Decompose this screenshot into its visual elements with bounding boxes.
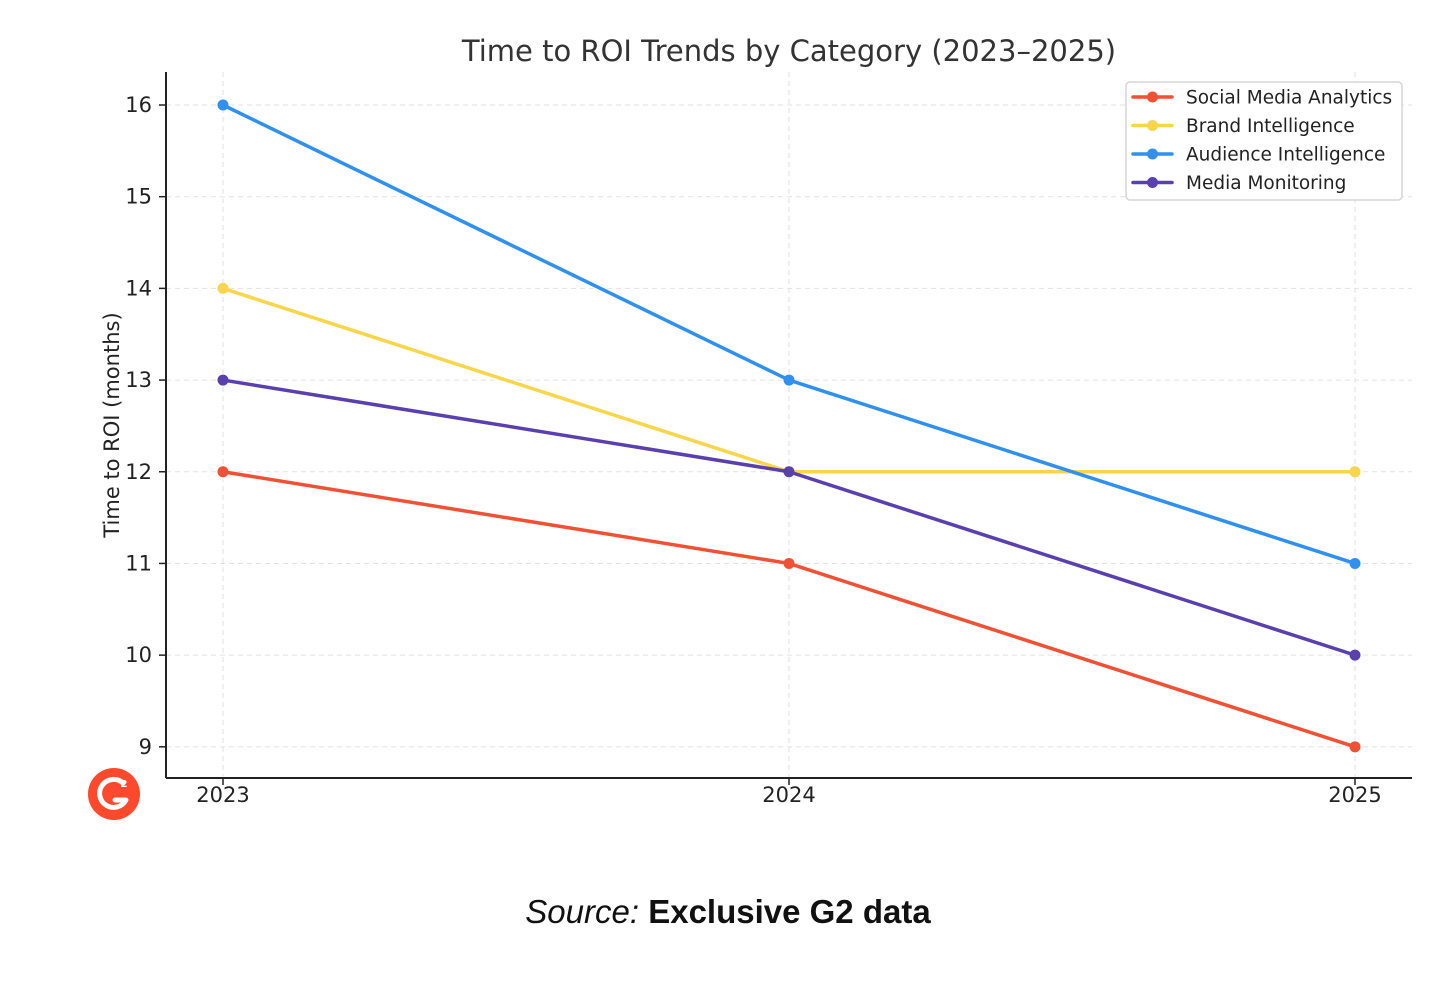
series-layer xyxy=(217,99,1361,753)
legend-swatch-marker xyxy=(1147,148,1158,160)
series-group xyxy=(217,374,1361,661)
y-tick-label: 15 xyxy=(125,185,152,209)
g2-logo-superscript: 2 xyxy=(121,779,128,790)
legend-label: Social Media Analytics xyxy=(1186,88,1392,109)
chart-title: Time to ROI Trends by Category (2023–202… xyxy=(461,34,1116,68)
y-tick-label: 11 xyxy=(125,551,152,575)
g2-logo: G2 2 xyxy=(88,768,140,820)
legend-box xyxy=(1125,81,1403,201)
data-point xyxy=(783,374,795,386)
g2-logo-g-mark xyxy=(97,776,129,810)
legend-entry: Audience Intelligence xyxy=(1131,145,1385,166)
data-point xyxy=(217,282,229,294)
data-point xyxy=(1349,557,1361,569)
data-point xyxy=(783,466,795,478)
legend-swatch-marker xyxy=(1147,120,1158,131)
series-group xyxy=(217,99,1361,569)
data-point xyxy=(217,374,229,386)
y-tick-label: 10 xyxy=(125,643,152,667)
y-axis-label: Time to ROI (months) xyxy=(100,312,124,538)
y-tick-label: 16 xyxy=(125,93,152,117)
legend-label: Media Monitoring xyxy=(1186,173,1346,194)
data-point xyxy=(783,557,795,569)
data-point xyxy=(1349,741,1361,753)
g2-logo-icon xyxy=(88,768,140,820)
line-chart: Time to ROI Trends by Category (2023–202… xyxy=(88,34,1412,820)
legend-swatch-marker xyxy=(1147,177,1158,188)
y-tick-label: 12 xyxy=(125,460,152,484)
data-point xyxy=(217,466,229,478)
legend-entry: Media Monitoring xyxy=(1131,173,1346,194)
x-tick-label: 2024 xyxy=(762,783,815,807)
x-tick-label: 2025 xyxy=(1328,783,1381,807)
legend-entry: Brand Intelligence xyxy=(1131,116,1355,137)
data-point xyxy=(1349,466,1361,478)
legend: Social Media Analytics Brand Intelligence… xyxy=(1125,81,1403,201)
data-point xyxy=(217,99,229,111)
y-tick-label: 13 xyxy=(125,368,152,392)
ticks-layer: 9 10 11 12 13 14 15 16 2023 2024 2025 xyxy=(125,93,1381,807)
legend-label: Brand Intelligence xyxy=(1186,116,1355,137)
y-tick-label: 14 xyxy=(125,276,152,300)
source-value: Exclusive G2 data xyxy=(648,893,931,930)
series-group xyxy=(217,466,1361,753)
data-point xyxy=(1349,649,1361,661)
y-tick-label: 9 xyxy=(139,735,152,759)
legend-swatch-marker xyxy=(1147,91,1158,103)
chart-svg: Time to ROI Trends by Category (2023–202… xyxy=(88,34,1412,820)
source-line: Source: Exclusive G2 data xyxy=(0,893,1456,931)
legend-label: Audience Intelligence xyxy=(1186,145,1385,166)
source-prefix: Source: xyxy=(525,893,640,930)
legend-entry: Social Media Analytics xyxy=(1131,88,1392,109)
x-tick-label: 2023 xyxy=(196,783,249,807)
